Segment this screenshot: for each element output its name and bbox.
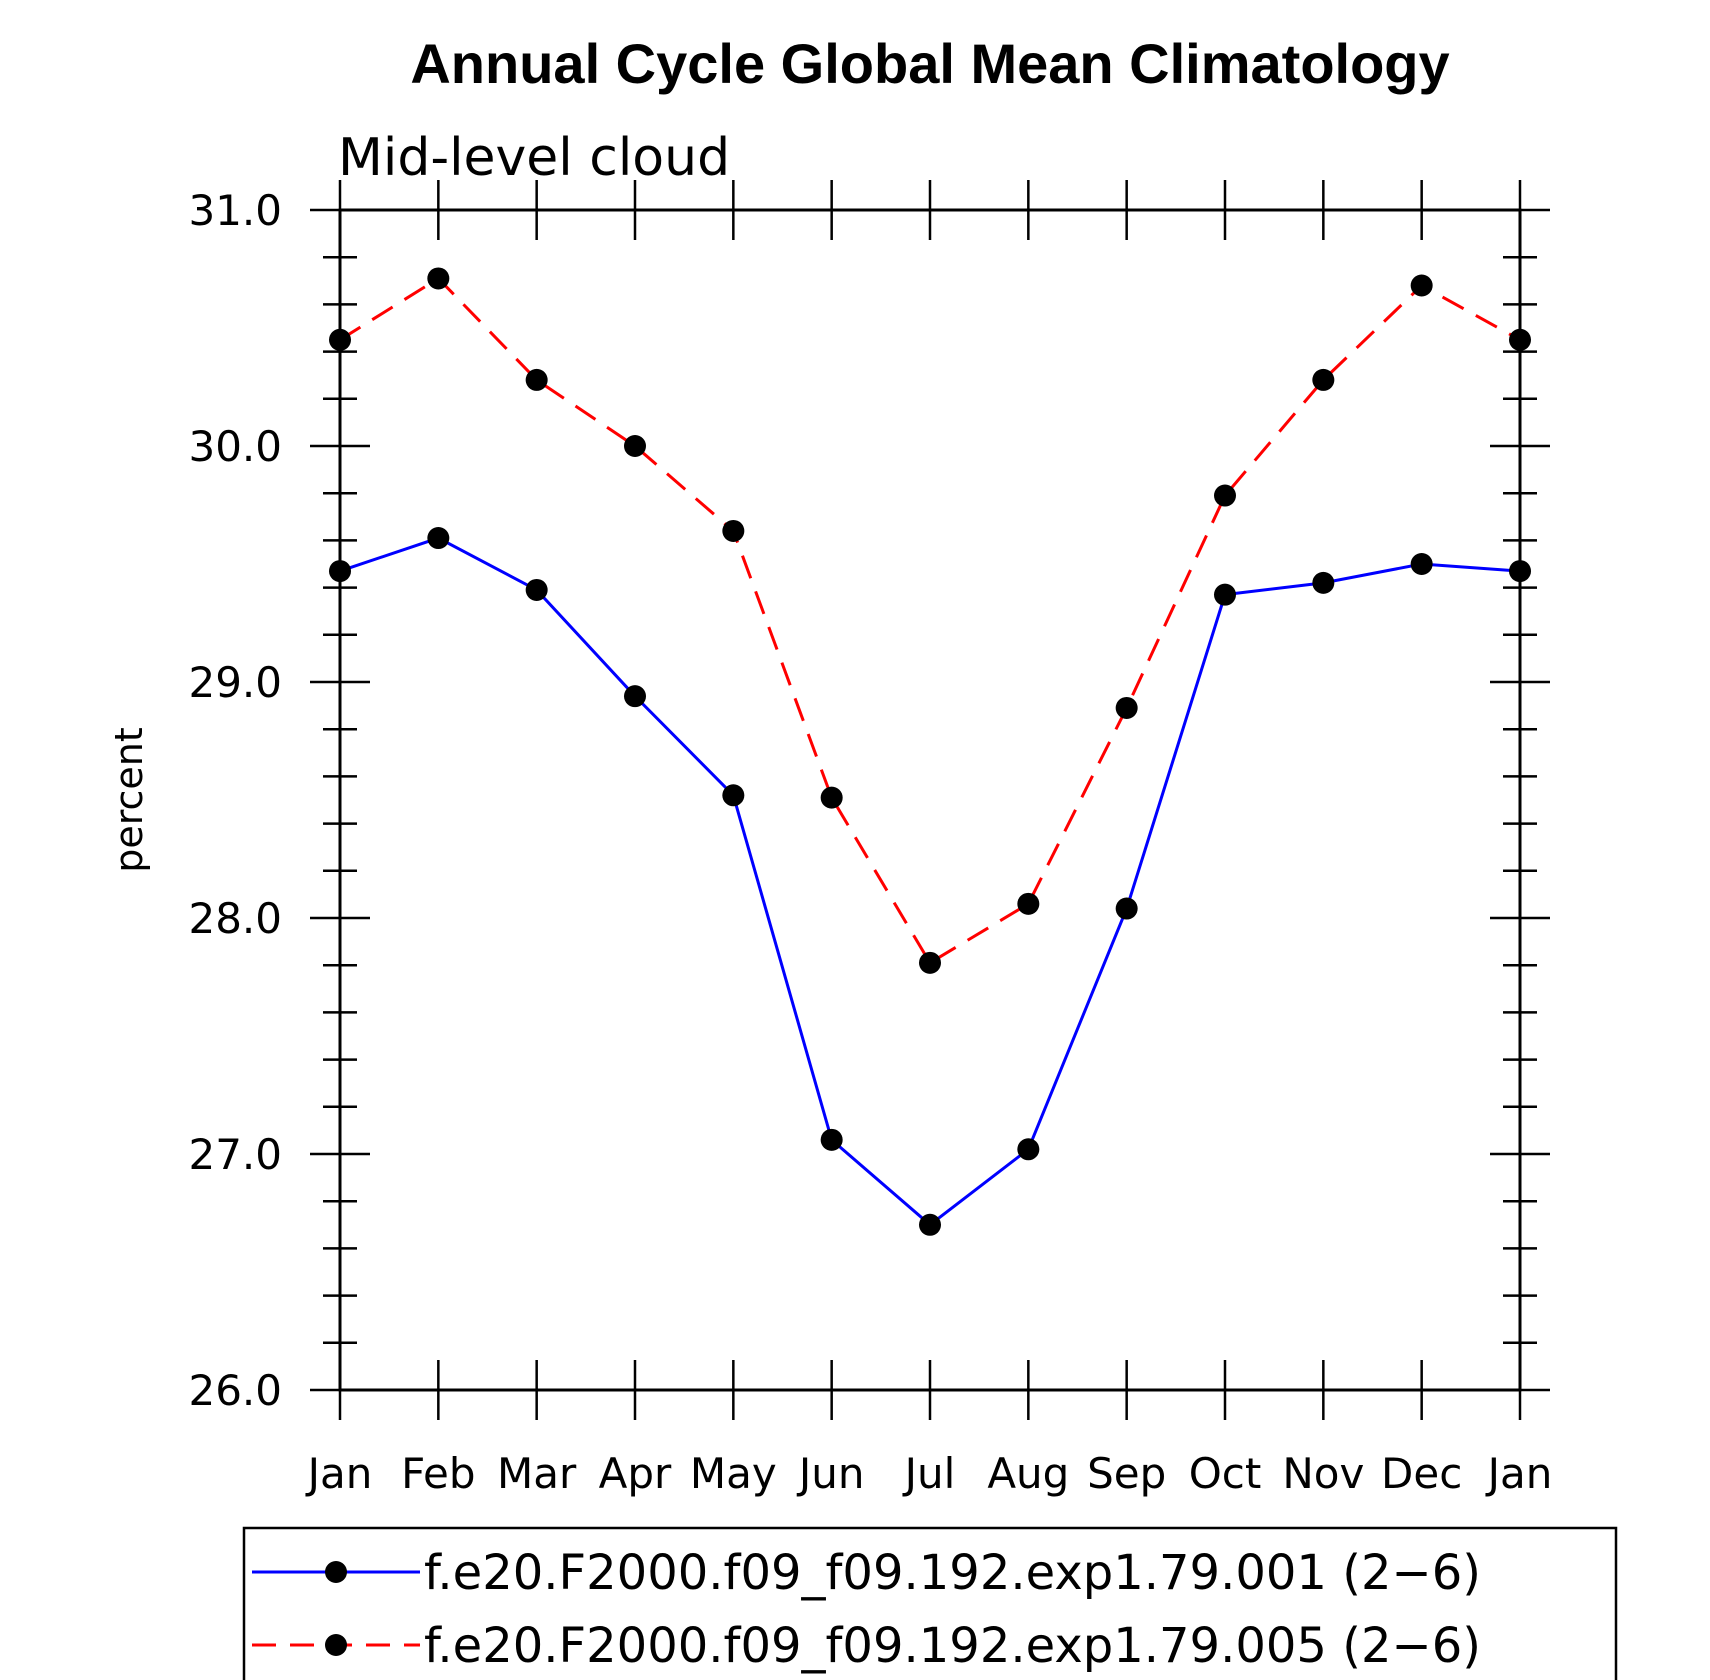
- x-tick-label: Jul: [902, 1449, 956, 1498]
- series-2-point: [1115, 696, 1138, 719]
- series-1-point: [820, 1128, 843, 1151]
- x-tick-label: Jan: [1485, 1449, 1553, 1498]
- y-tick-label: 27.0: [188, 1130, 282, 1179]
- legend-label-series-2: f.e20.F2000.f09_f09.192.exp1.79.005 (2−6…: [424, 1618, 1481, 1674]
- y-tick-label: 30.0: [188, 422, 282, 471]
- chart-title: Annual Cycle Global Mean Climatology: [410, 32, 1449, 95]
- x-tick-label: Mar: [497, 1449, 577, 1498]
- y-axis-label: percent: [107, 727, 151, 873]
- series-1-point: [1214, 583, 1236, 606]
- series-2-point: [820, 786, 843, 809]
- series-1-point: [1410, 553, 1433, 575]
- x-tick-label: Sep: [1087, 1449, 1166, 1498]
- series-1-point: [1312, 571, 1335, 594]
- series-1-point: [1017, 1138, 1040, 1161]
- y-tick-label: 26.0: [188, 1366, 282, 1415]
- series-1-point: [427, 527, 450, 550]
- y-tick-label: 28.0: [188, 894, 282, 943]
- series-2-point: [427, 267, 450, 290]
- series-2-point: [722, 519, 745, 542]
- y-tick-labels: 26.0 27.0 28.0 29.0 30.0 31.0: [188, 186, 282, 1415]
- series-2-point: [1214, 484, 1236, 507]
- series-1-point: [525, 578, 548, 601]
- series-1-point: [722, 784, 745, 807]
- x-tick-label: Apr: [599, 1449, 672, 1498]
- legend-marker-series-2: [325, 1634, 347, 1656]
- series-2-point: [919, 951, 941, 974]
- x-tick-label: Jan: [305, 1449, 373, 1498]
- legend-label-series-1: f.e20.F2000.f09_f09.192.exp1.79.001 (2−6…: [424, 1545, 1481, 1601]
- x-tick-labels: Jan Feb Mar Apr May Jun Jul Aug Sep Oct Nov Dec Jan: [305, 1449, 1553, 1498]
- y-tick-label: 31.0: [188, 186, 282, 235]
- x-tick-label: Dec: [1381, 1449, 1462, 1498]
- x-tick-label: Nov: [1282, 1449, 1364, 1498]
- x-tick-label: Aug: [987, 1449, 1069, 1498]
- x-tick-label: Jun: [796, 1449, 865, 1498]
- series-1-point: [624, 685, 646, 708]
- x-tick-label: Feb: [401, 1449, 475, 1498]
- legend-marker-series-1: [325, 1561, 347, 1583]
- legend-box: [242, 1526, 1618, 1680]
- plot-frame: [338, 208, 1522, 1392]
- series-2-point: [624, 435, 646, 457]
- chart-subtitle: Mid-level cloud: [338, 128, 730, 188]
- series-1-point: [919, 1213, 941, 1236]
- series-2-point: [1312, 368, 1335, 391]
- legend: f.e20.F2000.f09_f09.192.exp1.79.001 (2−6…: [242, 1526, 1618, 1680]
- y-tick-label: 29.0: [188, 658, 282, 707]
- series-1-point: [1115, 897, 1138, 920]
- series-2-point: [1017, 892, 1040, 915]
- x-tick-label: May: [690, 1449, 777, 1498]
- series-2-point: [525, 368, 548, 391]
- series-2-point: [1410, 274, 1433, 297]
- x-tick-label: Oct: [1189, 1449, 1262, 1498]
